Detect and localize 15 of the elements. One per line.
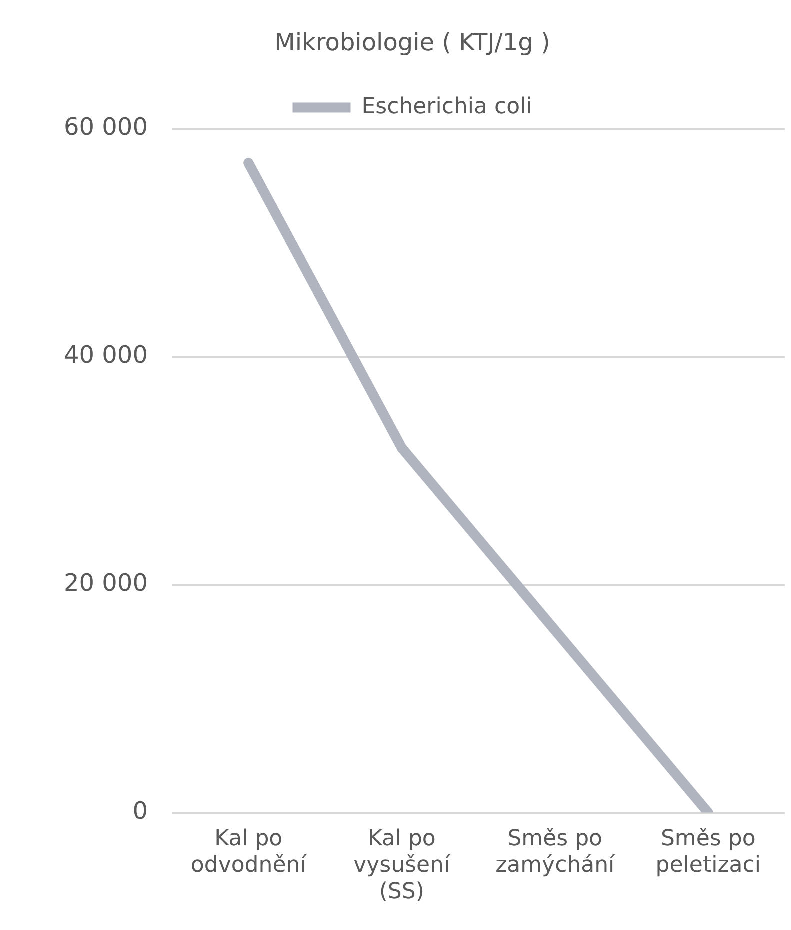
category-label: odvodnění bbox=[190, 853, 306, 878]
category-label: zamýchání bbox=[496, 853, 615, 878]
category-label: Směs po bbox=[660, 826, 756, 852]
y-tick-label: 20 000 bbox=[64, 569, 148, 598]
category-label: Směs po bbox=[508, 826, 603, 852]
category-label: Kal po bbox=[214, 826, 283, 852]
chart-title: Mikrobiologie ( KTJ/1g ) bbox=[274, 28, 550, 57]
y-tick-label: 60 000 bbox=[64, 113, 148, 142]
category-label: peletizaci bbox=[656, 853, 761, 878]
legend-label: Escherichia coli bbox=[362, 94, 532, 120]
y-tick-label: 0 bbox=[132, 797, 148, 826]
category-label: vysušení bbox=[354, 853, 450, 878]
category-label: (SS) bbox=[379, 880, 424, 905]
category-label: Kal po bbox=[368, 826, 436, 852]
y-tick-label: 40 000 bbox=[64, 341, 148, 370]
